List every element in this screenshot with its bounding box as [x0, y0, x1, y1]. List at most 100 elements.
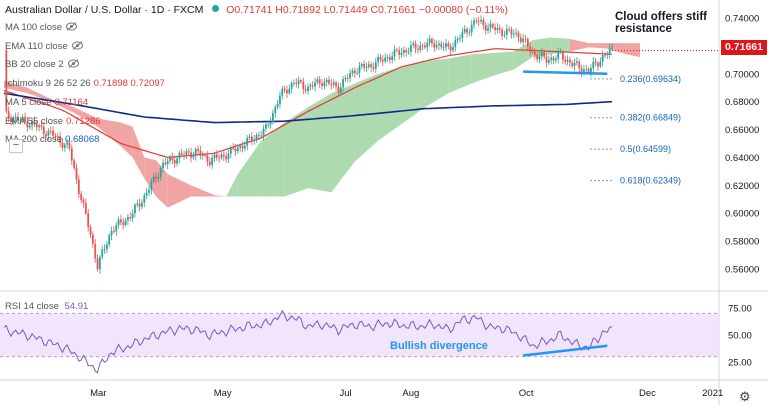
settings-gear-icon[interactable]: ⚙	[739, 389, 751, 404]
candle-body	[105, 244, 108, 250]
ichimoku-cloud-segment	[226, 174, 238, 197]
candle-body	[183, 154, 185, 156]
candle-body	[580, 68, 583, 73]
indicator-value: 0.71164	[54, 96, 89, 108]
divergence-annotation: Bullish divergence	[390, 340, 488, 352]
candle-body	[248, 136, 251, 138]
candle-body	[561, 51, 564, 60]
candle-body	[484, 25, 487, 31]
indicator-legend-item[interactable]: Ichimoku 9 26 52 26 0.71898 0.72097	[5, 78, 165, 89]
candle-body	[262, 128, 265, 136]
candle-body	[426, 43, 429, 48]
candle-body	[272, 112, 274, 123]
candle-body	[363, 64, 366, 68]
candle-body	[388, 57, 391, 60]
indicator-legend-item[interactable]: EMA 110 close	[5, 41, 83, 52]
candle-body	[533, 51, 536, 55]
candle-body	[309, 85, 312, 87]
indicator-label: EMA 55 close	[5, 115, 64, 127]
candle-body	[80, 194, 83, 201]
candle-body	[510, 29, 513, 35]
candle-body	[466, 29, 468, 33]
time-axis-tick-label: 2021	[702, 388, 723, 399]
candle-body	[480, 19, 482, 22]
candle-body	[70, 148, 73, 161]
candle-body	[28, 125, 31, 128]
candle-body	[543, 52, 546, 57]
indicator-label: MA 100 close	[5, 22, 63, 33]
candle-body	[564, 59, 567, 62]
candle-body	[89, 227, 92, 235]
candle-body	[328, 79, 330, 84]
candle-body	[571, 62, 574, 67]
candle-body	[300, 80, 302, 82]
indicator-legend-item[interactable]: BB 20 close 2	[5, 59, 79, 70]
candle-body	[316, 79, 319, 83]
candle-body	[236, 147, 239, 152]
candle-body	[583, 69, 585, 73]
indicator-legend-item[interactable]: EMA 55 close 0.71286	[5, 116, 100, 127]
price-axis-tick-label: 0.62000	[725, 181, 759, 192]
candle-body	[35, 124, 38, 128]
candle-body	[592, 61, 595, 69]
time-axis-tick-label: Dec	[639, 388, 656, 399]
candle-body	[552, 57, 555, 61]
candle-body	[496, 27, 499, 30]
indicator-label: MA 5 close	[5, 96, 52, 108]
ichimoku-cloud-segment	[167, 174, 192, 208]
candle-body	[365, 67, 368, 68]
eye-hidden-icon[interactable]	[67, 59, 79, 69]
candle-body	[477, 21, 480, 23]
indicator-legend-item[interactable]: MA 200 close 0.68068	[5, 134, 99, 145]
candle-body	[227, 153, 230, 160]
candle-body	[7, 111, 10, 118]
candle-body	[337, 86, 340, 93]
candle-body	[494, 27, 496, 30]
current-price-tag: 0.71661	[721, 40, 767, 55]
candle-body	[346, 78, 349, 79]
ichimoku-cloud-segment	[284, 107, 308, 197]
candle-body	[515, 32, 518, 34]
candle-body	[473, 20, 475, 25]
ichimoku-cloud-segment	[354, 73, 379, 162]
candle-body	[12, 118, 15, 122]
candle-body	[585, 68, 588, 70]
candle-body	[470, 24, 473, 33]
candle-body	[332, 82, 335, 85]
candle-body	[599, 61, 602, 67]
candle-body	[414, 43, 417, 49]
candle-body	[547, 59, 550, 63]
collapse-legend-button[interactable]: −	[9, 139, 23, 153]
candle-body	[56, 136, 59, 137]
ichimoku-cloud-segment	[191, 185, 215, 197]
candle-body	[124, 220, 127, 225]
candle-body	[604, 55, 606, 56]
candle-body	[367, 64, 370, 68]
eye-hidden-icon[interactable]	[71, 40, 83, 50]
ichimoku-cloud-segment	[156, 160, 168, 208]
time-axis-tick-label: May	[214, 388, 232, 399]
candle-body	[311, 85, 314, 87]
candle-body	[63, 144, 66, 148]
ichimoku-cloud-segment	[424, 58, 449, 108]
candle-body	[19, 119, 22, 121]
indicator-legend-item[interactable]: MA 5 close 0.71164	[5, 97, 88, 108]
candle-body	[594, 61, 597, 63]
candle-body	[384, 57, 387, 62]
candle-body	[122, 222, 125, 225]
candle-body	[374, 62, 377, 69]
candle-body	[222, 154, 225, 157]
eye-hidden-icon[interactable]	[66, 22, 78, 31]
candle-body	[38, 125, 40, 128]
candle-body	[489, 24, 492, 28]
indicator-legend-item[interactable]: MA 100 close	[5, 22, 78, 33]
candle-body	[557, 52, 560, 59]
ichimoku-cloud-segment	[401, 61, 425, 124]
ichimoku-cloud-segment	[74, 107, 98, 127]
candle-body	[379, 56, 382, 60]
candle-body	[204, 155, 207, 156]
ichimoku-cloud-segment	[144, 157, 156, 197]
candle-body	[192, 155, 195, 158]
